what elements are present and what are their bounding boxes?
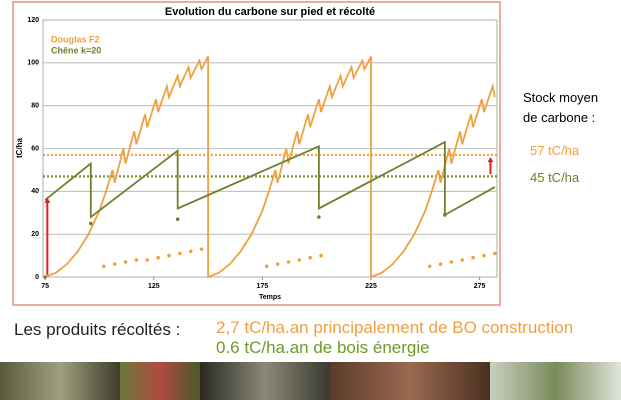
y-tick-label: 0 xyxy=(35,274,39,281)
side-value: 45 tC/ha xyxy=(530,170,580,185)
harvest-line: 0.6 tC/ha.an de bois énergie xyxy=(216,338,430,357)
photo xyxy=(0,362,120,400)
y-tick-label: 120 xyxy=(27,17,39,24)
x-tick-label: 125 xyxy=(148,283,160,290)
chart-title: Evolution du carbone sur pied et récolté xyxy=(165,6,375,18)
harvest-dot xyxy=(438,262,443,266)
x-axis-label: Temps xyxy=(259,294,281,301)
harvest-dot xyxy=(43,275,47,279)
harvest-dot xyxy=(188,249,193,254)
series-line xyxy=(44,56,496,279)
harvest-label: Les produits récoltés : xyxy=(14,320,181,339)
side-value: 57 tC/ha xyxy=(530,143,580,158)
photo-strip xyxy=(0,362,621,400)
harvest-dot xyxy=(112,262,117,266)
photo xyxy=(200,362,330,400)
harvest-dot xyxy=(88,221,93,226)
harvest-dot xyxy=(308,255,312,260)
y-tick-label: 20 xyxy=(31,231,39,238)
harvest-dot xyxy=(317,215,321,219)
side-title: Stock moyen de carbone : xyxy=(523,88,598,128)
harvest-dot xyxy=(145,258,150,262)
harvest-dot xyxy=(482,253,486,258)
photo xyxy=(490,362,621,400)
y-axis-label: tC/ha xyxy=(15,137,24,158)
photo xyxy=(330,362,490,400)
harvest-dot xyxy=(443,213,447,217)
y-tick-label: 60 xyxy=(31,145,39,152)
harvest-dot xyxy=(264,264,269,269)
harvest-dot xyxy=(175,217,180,221)
side-title-line: de carbone : xyxy=(523,110,596,125)
harvest-dot xyxy=(286,260,291,264)
photo xyxy=(120,362,200,400)
harvest-dot xyxy=(493,251,497,256)
x-tick-label: 225 xyxy=(365,283,377,290)
harvest-dot xyxy=(167,253,171,258)
harvest-dot xyxy=(297,258,302,262)
arrow-head xyxy=(487,157,494,163)
harvest-dot xyxy=(449,260,454,264)
y-tick-label: 80 xyxy=(31,103,39,110)
y-tick-label: 40 xyxy=(31,188,39,195)
harvest-dot xyxy=(102,264,106,269)
harvest-dot xyxy=(460,258,465,262)
harvest-line: 2,7 tC/ha.an principalement de BO constr… xyxy=(216,318,574,337)
x-tick-label: 175 xyxy=(257,283,269,290)
harvest-dot xyxy=(427,264,432,269)
harvest-dot xyxy=(471,255,475,260)
harvest-dot xyxy=(319,253,323,258)
x-tick-label: 275 xyxy=(474,283,486,290)
x-tick-label: 75 xyxy=(41,283,49,290)
harvest-dot xyxy=(123,260,128,264)
arrow-head xyxy=(44,197,51,203)
harvest-dot xyxy=(275,262,280,266)
side-title-line: Stock moyen xyxy=(523,90,599,105)
legend-entry: Chêne k=20 xyxy=(51,45,101,55)
harvest-dot xyxy=(156,255,160,260)
harvest-dot xyxy=(134,258,139,262)
harvest-dot xyxy=(178,251,182,256)
series-line xyxy=(44,140,496,219)
y-tick-label: 100 xyxy=(27,60,39,67)
legend-entry: Douglas F2 xyxy=(51,34,100,44)
harvest-dot xyxy=(199,247,204,251)
